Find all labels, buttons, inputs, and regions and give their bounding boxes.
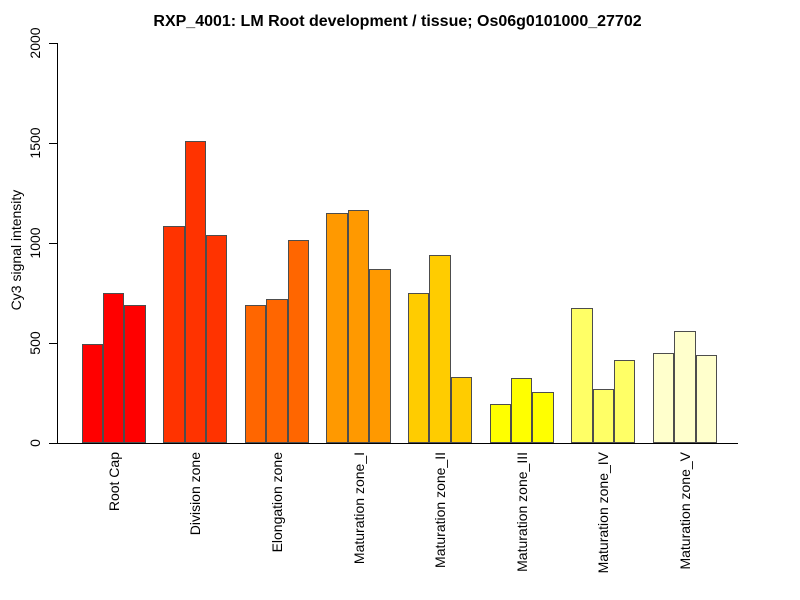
- bar: [206, 235, 228, 443]
- bar: [571, 308, 593, 443]
- bar: [163, 226, 185, 443]
- bar: [674, 331, 696, 443]
- bar: [695, 355, 717, 443]
- x-axis-line: [57, 443, 738, 444]
- x-tick-label: Maturation zone_IV: [595, 452, 612, 574]
- y-axis-label: Cy3 signal intensity: [8, 189, 24, 311]
- y-tick: [49, 443, 57, 444]
- chart-title: RXP_4001: LM Root development / tissue; …: [153, 13, 642, 30]
- y-tick: [49, 43, 57, 44]
- x-tick-label: Elongation zone: [268, 452, 285, 553]
- y-tick: [49, 343, 57, 344]
- bar: [532, 392, 554, 443]
- bar: [614, 360, 636, 443]
- y-axis-line: [57, 43, 58, 444]
- y-tick-label: 1000: [27, 227, 43, 259]
- bar: [287, 240, 309, 443]
- bar: [592, 389, 614, 443]
- bar: [450, 377, 473, 443]
- y-tick-label: 0: [27, 439, 43, 447]
- y-tick-label: 2000: [27, 27, 43, 59]
- bar: [511, 378, 533, 443]
- x-tick-label: Division zone: [187, 452, 204, 536]
- x-tick-label: Maturation zone_I: [350, 452, 367, 565]
- x-tick-label: Maturation zone_V: [676, 452, 693, 570]
- bar: [429, 255, 451, 443]
- bar: [347, 210, 370, 443]
- bar: [124, 305, 146, 443]
- bar: [652, 353, 675, 443]
- y-tick: [49, 243, 57, 244]
- bar: [408, 293, 430, 443]
- x-tick-label: Maturation zone_II: [432, 452, 449, 568]
- x-tick-label: Root Cap: [105, 452, 122, 512]
- bar: [326, 213, 348, 443]
- y-tick-label: 500: [27, 331, 43, 355]
- bar: [369, 269, 391, 443]
- bar: [244, 305, 267, 443]
- bar: [266, 299, 288, 443]
- bar: [81, 344, 103, 443]
- y-tick-label: 1500: [27, 127, 43, 159]
- x-tick-label: Maturation zone_III: [513, 452, 530, 572]
- y-tick: [49, 143, 57, 144]
- bar: [103, 293, 125, 443]
- bar: [184, 141, 206, 443]
- bar: [489, 404, 511, 443]
